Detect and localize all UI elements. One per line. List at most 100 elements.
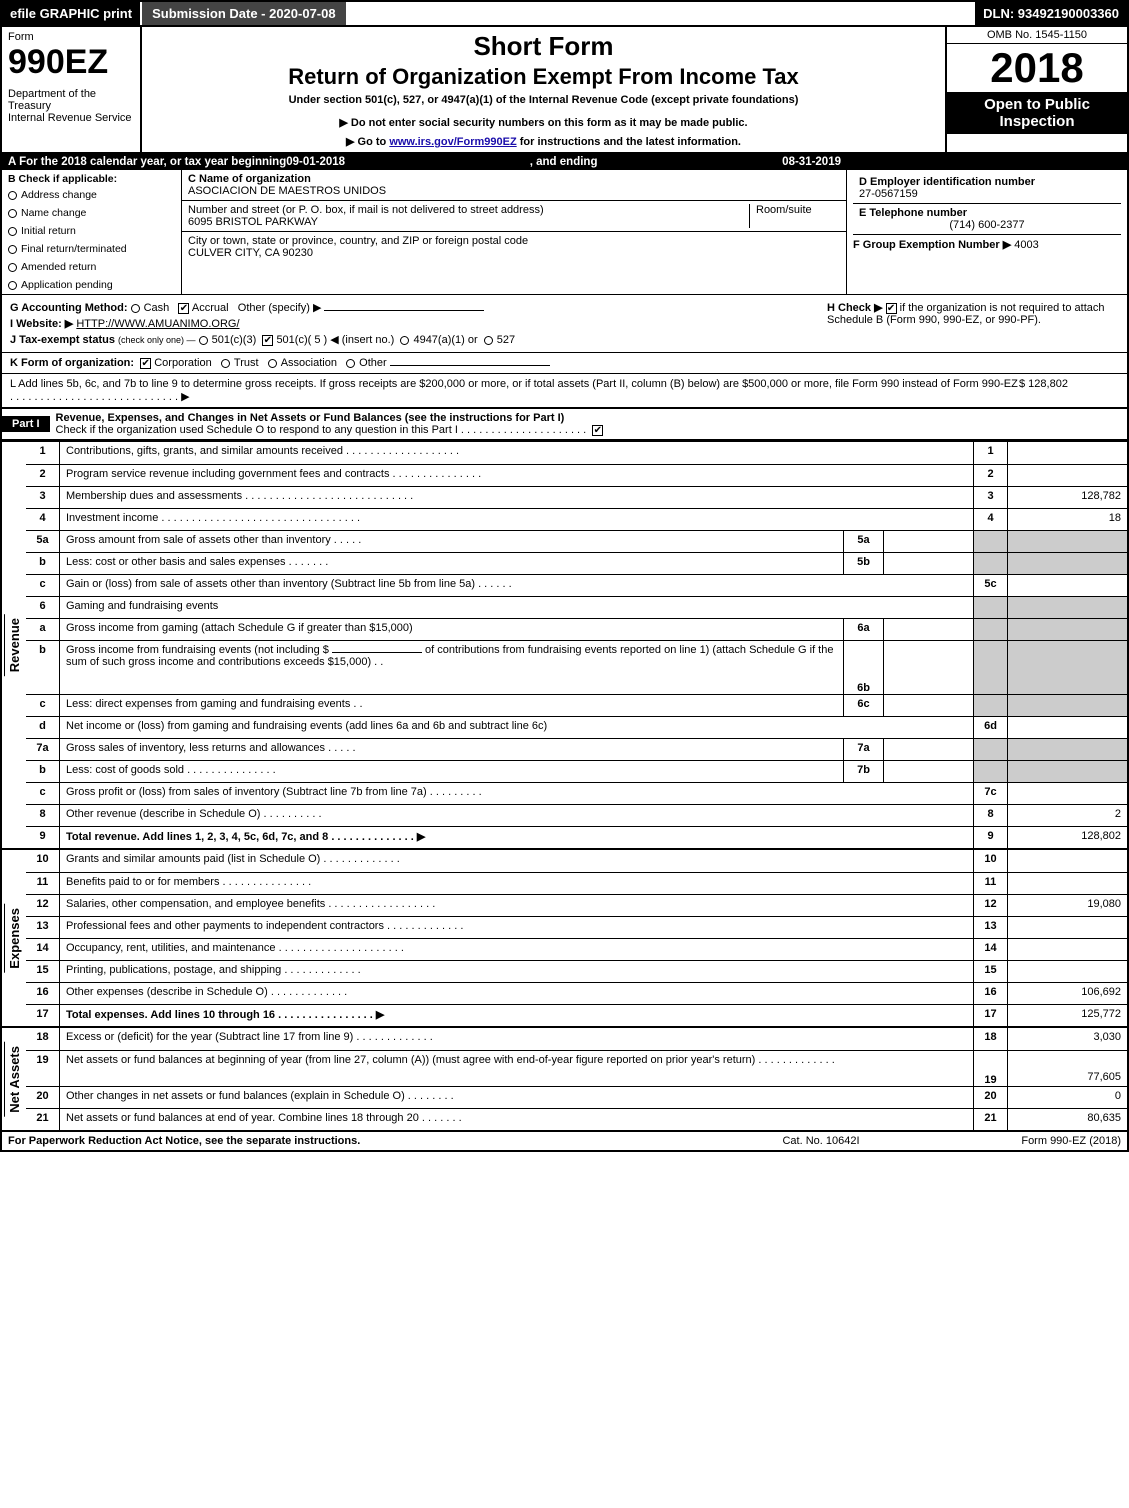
g-accrual: Accrual	[192, 302, 229, 314]
check-addr[interactable]	[8, 191, 17, 200]
k-trust-check[interactable]	[221, 359, 230, 368]
check-name[interactable]	[8, 209, 17, 218]
revenue-sidebar: Revenue	[2, 442, 26, 848]
ssn-warning: ▶ Do not enter social security numbers o…	[148, 116, 939, 129]
v-8: 2	[1007, 805, 1127, 826]
line-h: H Check ▶ ✔ if the organization is not r…	[819, 301, 1119, 346]
line-g: G Accounting Method: Cash ✔ Accrual Othe…	[10, 301, 819, 346]
box-def: D Employer identification number 27-0567…	[847, 170, 1127, 294]
submission-date: Submission Date - 2020-07-08	[140, 2, 346, 25]
j-501c-check[interactable]: ✔	[262, 335, 273, 346]
org-name: ASOCIACION DE MAESTROS UNIDOS	[188, 185, 840, 197]
city-label: City or town, state or province, country…	[188, 235, 840, 247]
revenue-label: Revenue	[4, 614, 24, 676]
g-cash-check[interactable]	[131, 304, 140, 313]
rn-7b	[973, 761, 1007, 782]
period-pre: A For the 2018 calendar year, or tax yea…	[8, 156, 286, 168]
header-center: Short Form Return of Organization Exempt…	[142, 27, 947, 152]
n-7a: 7a	[26, 739, 60, 760]
revenue-section: Revenue 1Contributions, gifts, grants, a…	[2, 440, 1127, 848]
v-9: 128,802	[1007, 827, 1127, 848]
k-label: K Form of organization:	[10, 357, 134, 369]
addr-label: Number and street (or P. O. box, if mail…	[188, 204, 743, 216]
part-i-checkbox[interactable]: ✔	[592, 425, 603, 436]
k-other-blank[interactable]	[390, 365, 550, 366]
header-right: OMB No. 1545-1150 2018 Open to Public In…	[947, 27, 1127, 152]
t-9: Total revenue. Add lines 1, 2, 3, 4, 5c,…	[60, 827, 973, 848]
t-6b-blank[interactable]	[332, 652, 422, 653]
addr-row: Number and street (or P. O. box, if mail…	[182, 201, 846, 232]
v-7b	[1007, 761, 1127, 782]
t-6a: Gross income from gaming (attach Schedul…	[60, 619, 843, 640]
j-527-check[interactable]	[484, 336, 493, 345]
k-assoc: Association	[281, 357, 337, 369]
rn-7a	[973, 739, 1007, 760]
check-pending[interactable]	[8, 281, 17, 290]
sb-7b: 7b	[843, 761, 883, 782]
h-check[interactable]: ✔	[886, 303, 897, 314]
t-5c: Gain or (loss) from sale of assets other…	[60, 575, 973, 596]
g-accrual-check[interactable]: ✔	[178, 303, 189, 314]
check-final[interactable]	[8, 245, 17, 254]
netassets-section: Net Assets 18Excess or (deficit) for the…	[2, 1026, 1127, 1130]
k-other-check[interactable]	[346, 359, 355, 368]
v-14	[1007, 939, 1127, 960]
v-21: 80,635	[1007, 1109, 1127, 1130]
k-other: Other	[359, 357, 387, 369]
t-18: Excess or (deficit) for the year (Subtra…	[60, 1028, 973, 1050]
rn-17: 17	[973, 1005, 1007, 1026]
t-6: Gaming and fundraising events	[60, 597, 973, 618]
v-5a	[1007, 531, 1127, 552]
n-5b: b	[26, 553, 60, 574]
e-label: E Telephone number	[859, 207, 1115, 219]
v-2	[1007, 465, 1127, 486]
sv-5b	[883, 553, 973, 574]
rn-18: 18	[973, 1028, 1007, 1050]
addr-val: 6095 BRISTOL PARKWAY	[188, 216, 743, 228]
box-b-label: B Check if applicable:	[8, 173, 175, 185]
g-other-blank[interactable]	[324, 310, 484, 311]
v-19: 77,605	[1007, 1051, 1127, 1086]
sb-7a: 7a	[843, 739, 883, 760]
footer: For Paperwork Reduction Act Notice, see …	[2, 1130, 1127, 1150]
website-link[interactable]: HTTP://WWW.AMUANIMO.ORG/	[76, 318, 239, 330]
j-501c3-check[interactable]	[199, 336, 208, 345]
v-15	[1007, 961, 1127, 982]
form-number: 990EZ	[8, 43, 134, 82]
org-name-row: C Name of organization ASOCIACION DE MAE…	[182, 170, 846, 201]
ein: 27-0567159	[859, 188, 1115, 200]
sb-6a: 6a	[843, 619, 883, 640]
t-14: Occupancy, rent, utilities, and maintena…	[60, 939, 973, 960]
part-i-header: Part I Revenue, Expenses, and Changes in…	[2, 408, 1127, 440]
rn-7c: 7c	[973, 783, 1007, 804]
t-15: Printing, publications, postage, and shi…	[60, 961, 973, 982]
t-6b-pre: Gross income from fundraising events (no…	[66, 644, 332, 656]
t-7a: Gross sales of inventory, less returns a…	[60, 739, 843, 760]
t-16: Other expenses (describe in Schedule O) …	[60, 983, 973, 1004]
t-6d: Net income or (loss) from gaming and fun…	[60, 717, 973, 738]
j-501c3: 501(c)(3)	[212, 334, 257, 346]
line-k: K Form of organization: ✔ Corporation Tr…	[2, 353, 1127, 374]
j-4947-check[interactable]	[400, 336, 409, 345]
rn-16: 16	[973, 983, 1007, 1004]
opt-name: Name change	[21, 207, 86, 219]
revenue-lines: 1Contributions, gifts, grants, and simil…	[26, 442, 1127, 848]
k-corp-check[interactable]: ✔	[140, 358, 151, 369]
irs-link[interactable]: www.irs.gov/Form990EZ	[389, 136, 516, 148]
v-6d	[1007, 717, 1127, 738]
v-6	[1007, 597, 1127, 618]
check-initial[interactable]	[8, 227, 17, 236]
header-left: Form 990EZ Department of the Treasury In…	[2, 27, 142, 152]
omb-number: OMB No. 1545-1150	[947, 27, 1127, 44]
t-8: Other revenue (describe in Schedule O) .…	[60, 805, 973, 826]
check-amended[interactable]	[8, 263, 17, 272]
n-16: 16	[26, 983, 60, 1004]
phone: (714) 600-2377	[859, 219, 1115, 231]
opt-addr: Address change	[21, 189, 97, 201]
k-assoc-check[interactable]	[268, 359, 277, 368]
t-4: Investment income . . . . . . . . . . . …	[60, 509, 973, 530]
j-label: J Tax-exempt status	[10, 334, 115, 346]
rn-6	[973, 597, 1007, 618]
netassets-label: Net Assets	[4, 1042, 24, 1117]
t-21: Net assets or fund balances at end of ye…	[60, 1109, 973, 1130]
